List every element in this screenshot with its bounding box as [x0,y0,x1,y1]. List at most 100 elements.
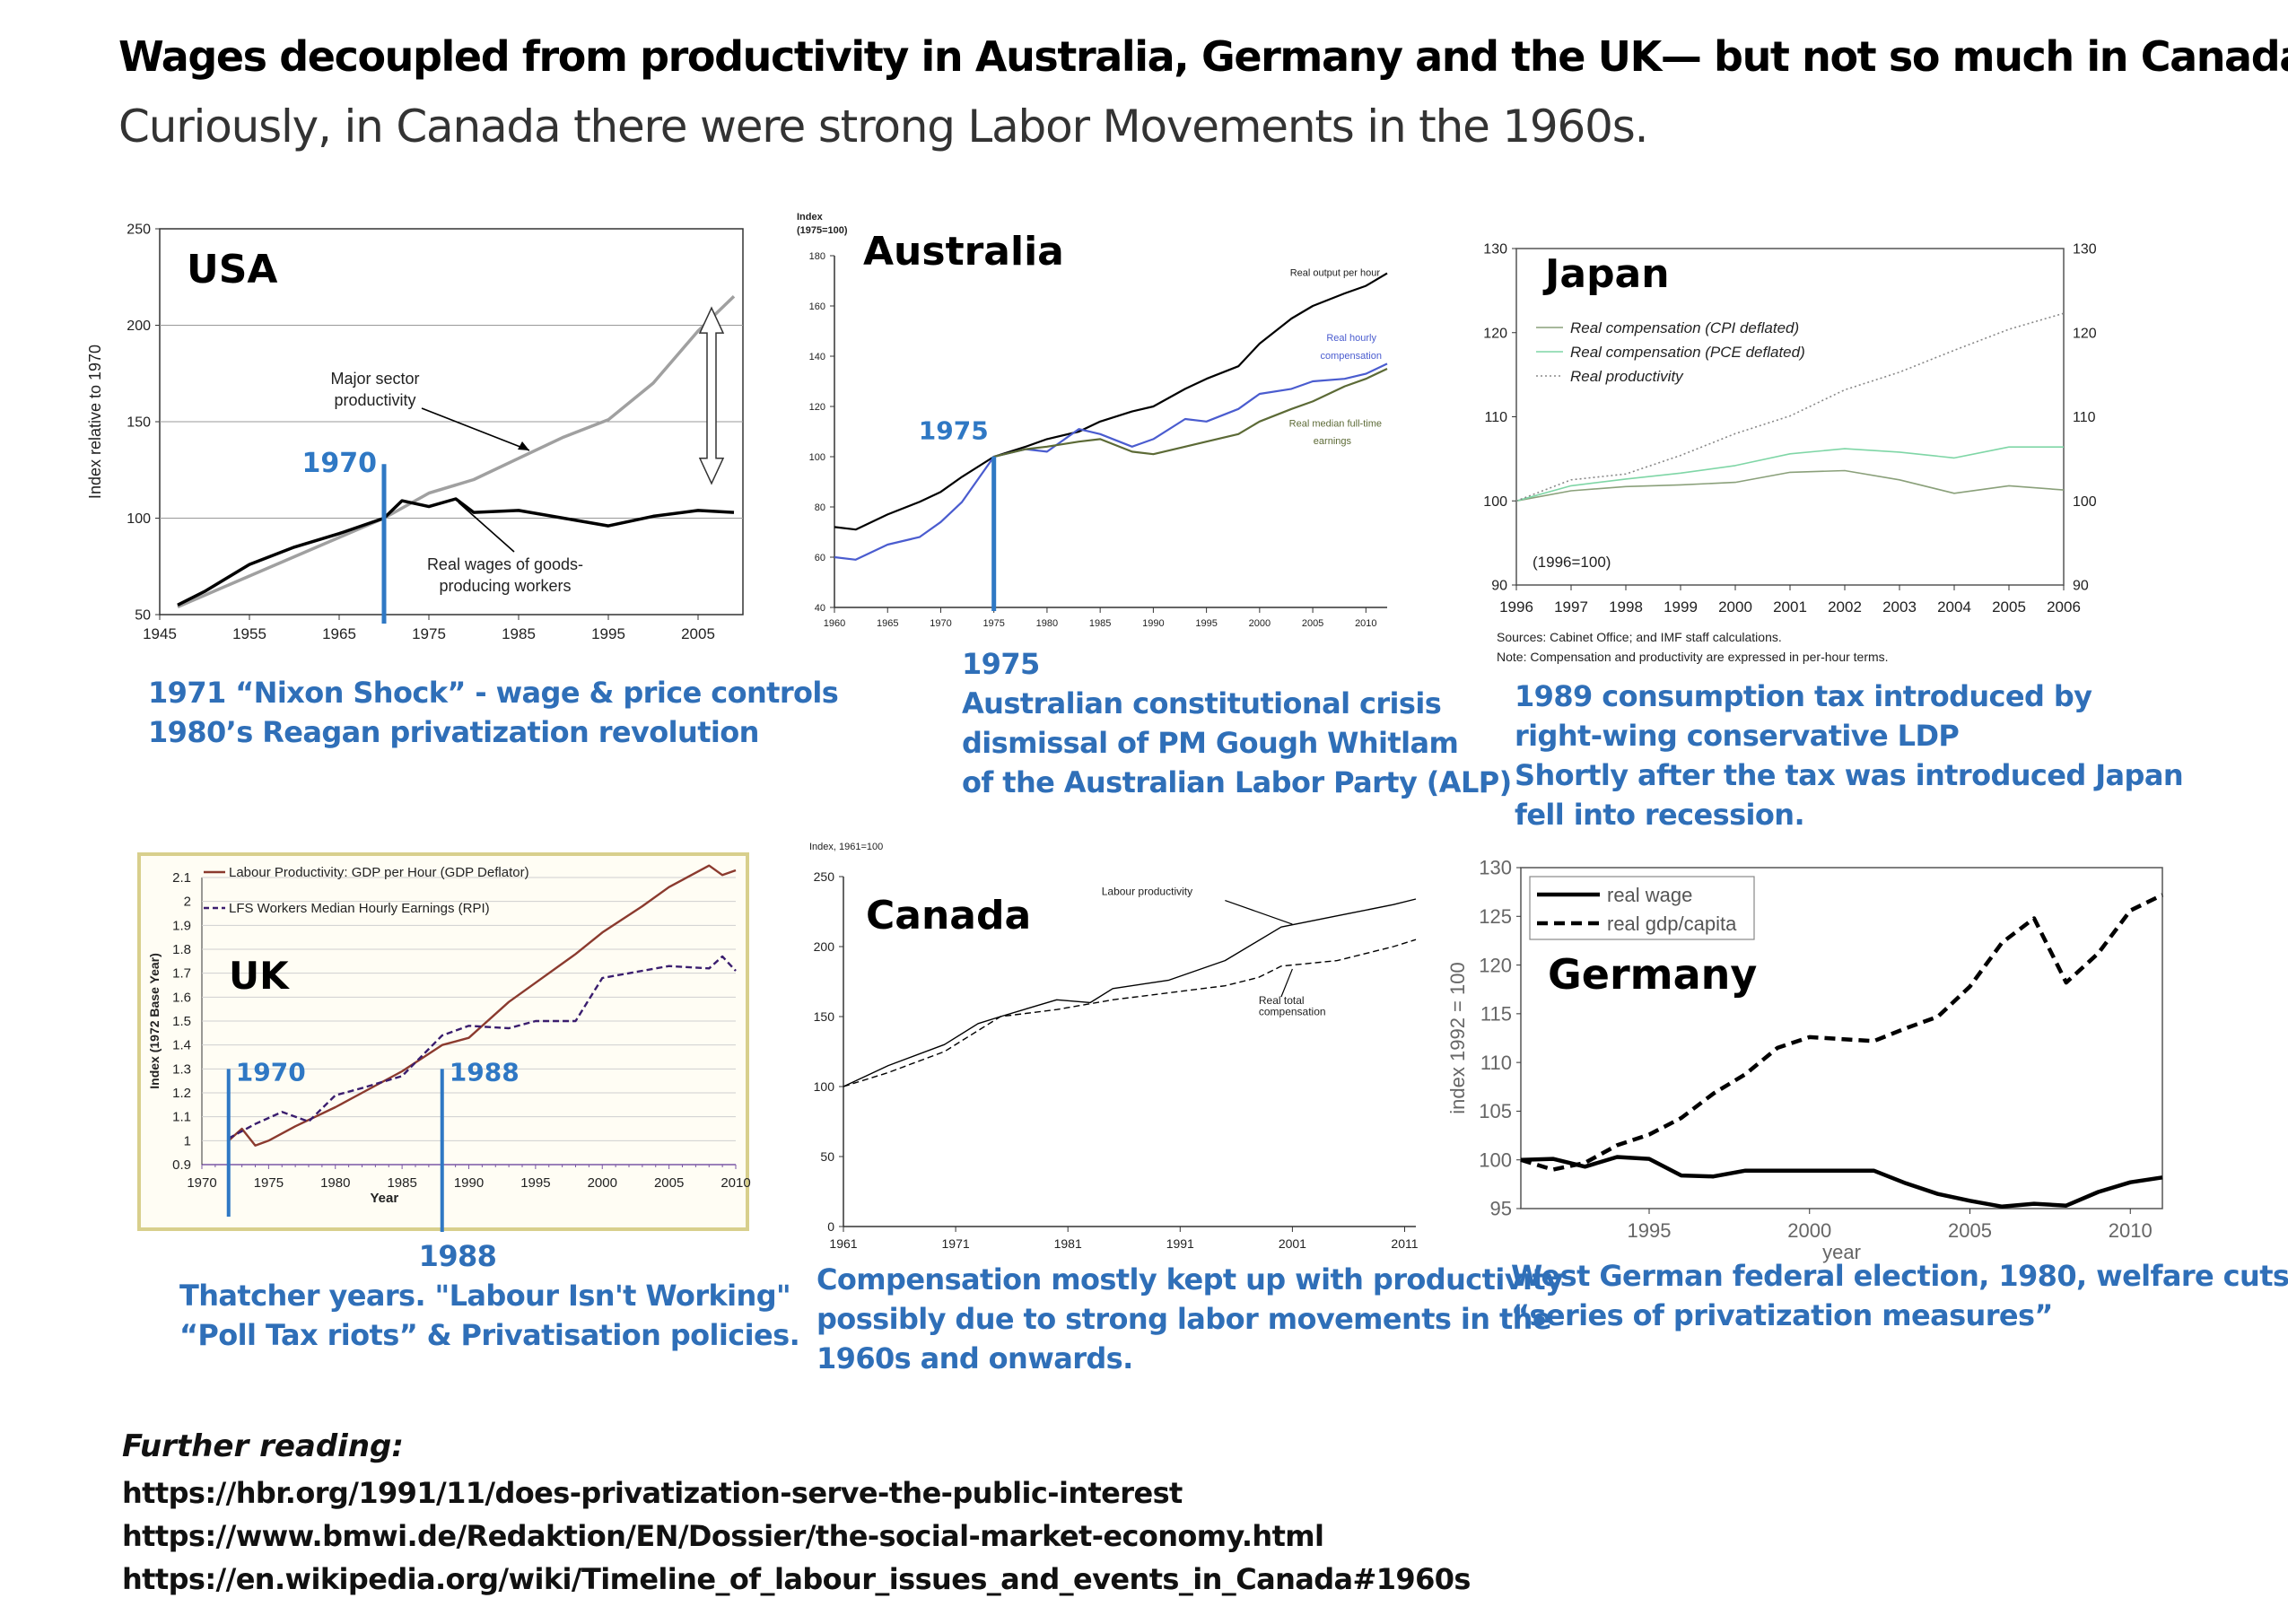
event-marker-label: 1975 [919,415,989,445]
x-tick-label: 2005 [1948,1219,1992,1242]
y-tick-label: 95 [1490,1198,1512,1220]
y-tick-label: 1.7 [172,966,191,982]
y-tick-label-right: 90 [2073,579,2089,594]
y-tick-label: 50 [135,608,151,624]
germany-title: Germany [1548,950,1757,999]
x-tick-label: 1985 [502,625,536,642]
further-reading-heading: Further reading: [122,1428,404,1464]
y-tick-label: 120 [1483,326,1507,341]
caption-line: Compensation mostly kept up with product… [817,1262,1564,1297]
canada-title: Canada [866,893,1031,939]
canada-caption: Compensation mostly kept up with product… [817,1260,1564,1378]
y-tick-label: 125 [1479,905,1512,928]
germany-plot: 95 100 105 110 115 120 125 130 1995 2000 2005 2010 i… [1446,857,2163,1263]
y-tick-label: 100 [1479,1148,1512,1171]
x-tick-label: 1995 [1195,618,1217,629]
caption-line: 1975 [962,647,1040,681]
y-tick-label: 1.4 [172,1038,191,1053]
y-tick-label-right: 100 [2073,494,2097,510]
canada-annotation: Labour productivity [1102,885,1192,897]
y-tick-label: 0 [827,1219,834,1234]
y-tick-label: 110 [1484,410,1507,425]
australia-title: Australia [863,229,1064,275]
y-tick-label: 200 [127,319,151,334]
x-tick-label: 1975 [412,625,446,642]
uk-title: UK [229,954,290,998]
caption-line: right-wing conservative LDP [1515,719,1960,753]
australia-annotation: Real output per hour [1290,267,1381,278]
legend-label: Real compensation (PCE deflated) [1570,344,1805,361]
canada-series-1 [843,939,1417,1087]
y-axis-label: Index [797,212,824,223]
caption-line: Thatcher years. "Labour Isn't Working" [179,1279,791,1313]
x-tick-label: 2000 [1718,598,1752,616]
y-tick-label: 100 [1483,494,1507,510]
australia-annotation: Real median full-time [1289,418,1382,429]
japan-source: Sources: Cabinet Office; and IMF staff c… [1497,630,1782,644]
japan-series-2 [1515,312,2065,502]
uk-caption: 1988 Thatcher years. "Labour Isn't Worki… [179,1236,800,1355]
page-subtitle: Curiously, in Canada there were strong L… [118,100,1649,153]
caption-line: possibly due to strong labor movements i… [817,1302,1552,1336]
x-tick-label: 2003 [1882,598,1917,616]
x-tick-label: 2000 [1787,1219,1831,1242]
x-tick-label: 2010 [2109,1219,2153,1242]
y-axis-label: Index, 1961=100 [809,842,883,852]
y-tick-label: 250 [814,869,835,884]
legend-label: LFS Workers Median Hourly Earnings (RPI) [229,901,490,916]
x-tick-label: 2001 [1279,1236,1306,1251]
x-tick-label: 1960 [824,618,845,629]
y-tick-label: 1 [184,1133,191,1148]
y-tick-label: 1.9 [172,918,191,933]
usa-svg: 50 100 150 200 250 1945 1955 1965 1975 1985 1995 20… [86,223,744,642]
annotation-arrow [421,407,530,451]
usa-title: USA [187,247,277,292]
caption-line: 1989 consumption tax introduced by [1515,679,2092,713]
germany-series-1 [1520,893,2163,1172]
y-tick-label: 150 [814,1009,835,1024]
y-tick-label-right: 110 [2073,410,2096,425]
x-tick-label: 1955 [232,625,266,642]
x-tick-label: 1997 [1554,598,1588,616]
x-tick-label: 2004 [1937,598,1971,616]
japan-note: Note: Compensation and productivity are … [1497,650,1889,664]
x-tick-label: 1975 [982,618,1004,629]
y-tick-label: 150 [127,415,151,431]
y-tick-label: 1.2 [172,1086,191,1101]
event-marker-label: 1988 [450,1058,520,1087]
x-tick-label: 1975 [254,1175,284,1191]
legend-box [1529,876,1755,940]
x-tick-label: 1970 [187,1175,216,1191]
y-tick-label: 180 [809,251,825,262]
further-reading-link[interactable]: https://www.bmwi.de/Redaktion/EN/Dossier… [122,1519,1324,1553]
further-reading-link[interactable]: https://hbr.org/1991/11/does-privatizati… [122,1476,1183,1510]
canada-svg: 0 50 100 150 200 250 1961 1971 1981 1991 2001 2011 I… [809,842,1419,1251]
y-tick-label: 140 [809,352,825,362]
y-tick-label: 1.8 [172,942,191,957]
australia-caption: 1975 Australian constitutional crisis di… [962,644,1512,802]
x-tick-label: 1980 [320,1175,350,1191]
x-tick-label: 2000 [1249,618,1271,629]
annotation-arrow [458,502,515,553]
y-tick-label: 1.1 [172,1110,191,1125]
japan-series-1 [1515,446,2064,502]
further-reading-link[interactable]: https://en.wikipedia.org/wiki/Timeline_o… [122,1562,1471,1596]
annotation-arrow [1225,899,1293,925]
caption-line: West German federal election, 1980, welf… [1511,1259,2288,1293]
uk-series-1 [228,955,737,1139]
australia-plot: 40 60 80 100 120 140 160 180 1960 1965 1970 1975 198… [797,212,1388,629]
plot-frame [1515,248,2065,586]
usa-caption: 1971 “Nixon Shock” - wage & price contro… [148,673,839,752]
y-axis-label: Index relative to 1970 [86,345,104,499]
germany-chart: 95 100 105 110 115 120 125 130 1995 2000 2005 2010 i… [1446,857,2171,1267]
y-tick-label: 160 [809,301,825,312]
x-tick-label: 1995 [1628,1219,1672,1242]
usa-annotation: producing workers [439,577,571,595]
legend-label: real wage [1607,884,1692,906]
y-tick-label: 2.1 [172,870,191,886]
x-tick-label: 1995 [520,1175,550,1191]
x-tick-label: 2002 [1828,598,1862,616]
y-tick-label: 100 [814,1079,835,1094]
legend-label: Labour Productivity: GDP per Hour (GDP D… [229,865,529,880]
annotation-arrow [1280,968,1293,998]
